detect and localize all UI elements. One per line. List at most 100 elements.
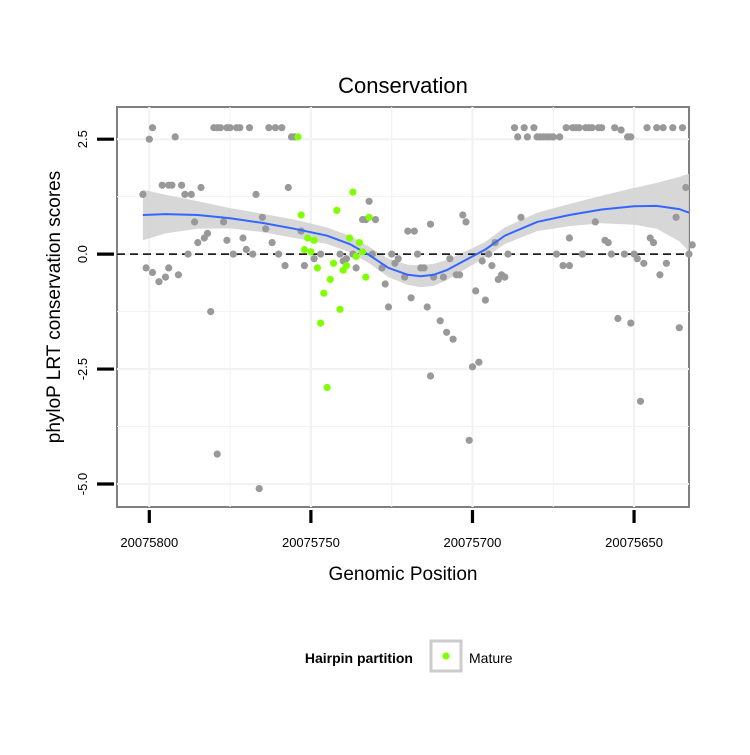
other-point [262, 225, 270, 233]
other-point [682, 183, 690, 192]
mature-point [355, 239, 363, 247]
other-point [588, 124, 596, 132]
mature-point [359, 248, 367, 256]
other-point [607, 250, 616, 258]
other-point [249, 250, 257, 258]
other-point [514, 133, 522, 141]
other-point [265, 124, 273, 132]
x-tick-label: 20075800 [120, 535, 178, 550]
mature-point [317, 319, 325, 327]
other-point [187, 190, 195, 198]
other-point [252, 190, 260, 198]
other-point [258, 213, 266, 221]
other-point [404, 227, 412, 235]
other-point [449, 335, 457, 343]
other-point [643, 124, 651, 132]
other-point [142, 264, 150, 272]
mature-point [329, 259, 338, 267]
other-point [478, 257, 486, 265]
mature-point [313, 264, 321, 272]
other-point [459, 211, 467, 219]
other-point [223, 236, 231, 244]
legend: Hairpin partition Mature [305, 639, 513, 673]
other-point [523, 133, 532, 141]
other-point [271, 124, 279, 132]
other-point [659, 124, 667, 132]
other-point [653, 124, 661, 132]
other-point [148, 268, 157, 277]
confidence-ribbon [142, 173, 689, 288]
other-point [488, 262, 496, 270]
y-tick-label: -2.5 [75, 358, 90, 380]
other-point [407, 294, 415, 302]
other-point [284, 183, 292, 192]
other-point [617, 126, 625, 134]
other-point [161, 273, 170, 281]
other-point [165, 264, 173, 272]
other-point [472, 287, 480, 295]
mature-point [336, 305, 344, 313]
other-point [174, 271, 182, 279]
other-point [365, 197, 373, 205]
other-point [510, 124, 519, 132]
other-point [158, 181, 166, 189]
other-point [481, 296, 489, 304]
other-point [420, 264, 428, 272]
mature-point [307, 248, 315, 256]
other-point [236, 124, 244, 132]
other-point [378, 264, 386, 272]
y-tick-label: -5.0 [75, 473, 90, 495]
axes-group: 20075800 20075750 20075700 20075650 -5.0 -2.5… [75, 130, 663, 550]
other-point [549, 133, 557, 141]
mature-point [297, 211, 305, 219]
other-point [633, 255, 641, 263]
other-point [530, 124, 538, 132]
other-point [662, 259, 671, 267]
other-point [426, 220, 435, 228]
x-tick-label: 20075700 [444, 535, 502, 550]
other-point [155, 278, 163, 286]
other-points-group [139, 124, 696, 493]
other-point [275, 250, 283, 258]
mature-point [310, 236, 318, 244]
other-point [226, 124, 234, 132]
mature-point [320, 289, 328, 297]
other-point [504, 250, 512, 258]
mature-points-group [294, 133, 373, 392]
other-point [678, 124, 687, 132]
other-point [552, 250, 561, 258]
other-point [598, 124, 606, 132]
other-point [220, 218, 228, 226]
other-point [371, 216, 380, 224]
legend-title: Hairpin partition [305, 650, 413, 666]
other-point [229, 250, 237, 258]
confidence-ribbon-group [142, 173, 689, 288]
other-point [242, 245, 250, 254]
other-point [413, 250, 422, 258]
other-point [475, 358, 483, 366]
other-point [394, 255, 402, 263]
other-point [565, 234, 574, 242]
other-point [342, 255, 350, 263]
mature-point [362, 273, 370, 281]
other-point [562, 124, 570, 132]
legend-key-box [429, 639, 463, 673]
mature-point [342, 262, 350, 270]
other-point [384, 303, 393, 311]
other-point [456, 271, 464, 279]
other-point [465, 436, 473, 444]
other-point [184, 250, 192, 258]
other-point [565, 262, 574, 270]
mature-point [323, 383, 331, 392]
other-point [462, 218, 470, 226]
other-point [468, 363, 477, 371]
other-point [281, 262, 289, 270]
other-point [485, 250, 493, 258]
mature-point [365, 213, 373, 221]
mature-point [326, 275, 334, 283]
legend-entry-mature: Mature [469, 650, 513, 666]
mature-point [294, 133, 302, 141]
chart-title: Conservation [338, 73, 468, 98]
other-point [194, 239, 202, 247]
